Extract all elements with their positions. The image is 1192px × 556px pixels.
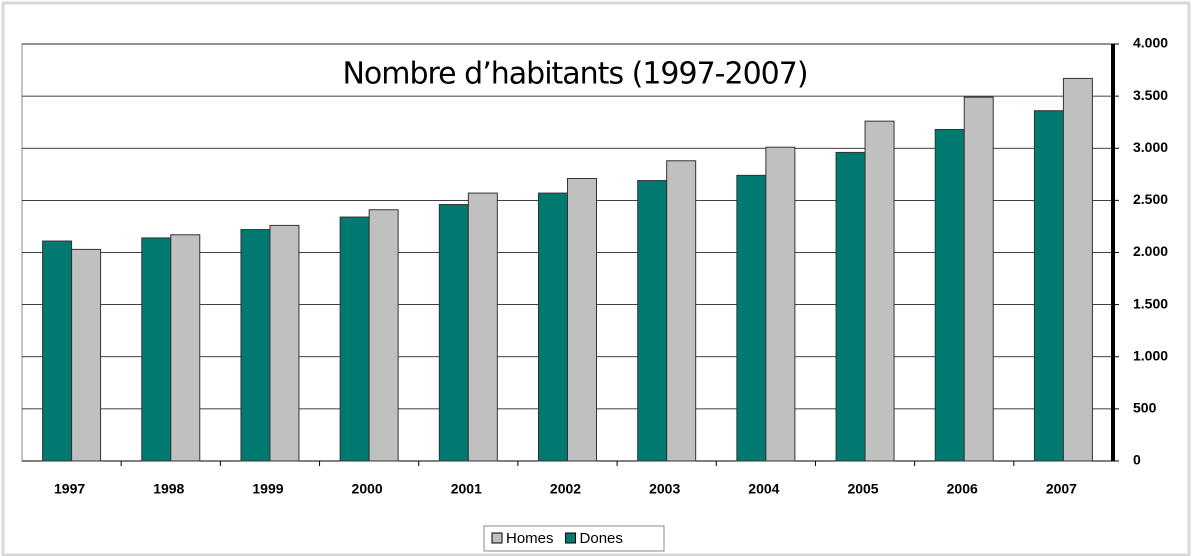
bar — [467, 192, 498, 462]
chart-title: Nombre d’habitants (1997-2007) — [342, 57, 807, 92]
bar — [1033, 110, 1064, 462]
y-tick-label: 500 — [1133, 400, 1157, 416]
x-tick-label: 2000 — [352, 481, 383, 497]
legend-label: Homes — [506, 530, 554, 547]
legend-swatch — [565, 532, 577, 544]
legend-swatch — [491, 532, 503, 544]
y-tick-label: 1.000 — [1133, 347, 1168, 363]
y-tick-label: 3.000 — [1133, 139, 1168, 155]
bar — [141, 237, 172, 462]
legend-label: Dones — [580, 530, 623, 547]
y-tick-label: 2.000 — [1133, 243, 1168, 259]
y-tick-label: 2.500 — [1133, 191, 1168, 207]
bar — [240, 229, 271, 462]
bar — [934, 128, 965, 462]
y-tick-label: 0 — [1133, 452, 1141, 468]
x-tick-label: 1999 — [252, 481, 283, 497]
bar — [963, 96, 994, 462]
bar — [170, 234, 201, 462]
x-tick-label: 2005 — [847, 481, 878, 497]
bar — [71, 248, 102, 462]
bar — [368, 209, 399, 462]
bar — [637, 180, 668, 462]
bar — [835, 151, 866, 462]
y-tick-label: 1.500 — [1133, 295, 1168, 311]
bar — [864, 120, 895, 462]
bar — [666, 160, 697, 462]
x-tick-label: 2003 — [649, 481, 680, 497]
bar — [736, 174, 767, 462]
bar — [538, 192, 568, 462]
bar — [339, 216, 370, 462]
x-tick-label: 2001 — [451, 481, 482, 497]
bar — [42, 240, 73, 462]
x-tick-label: 2004 — [748, 481, 779, 497]
y-tick-label: 4.000 — [1133, 35, 1168, 51]
y-tick-label: 3.500 — [1133, 87, 1168, 103]
bar — [438, 204, 469, 462]
bar — [269, 224, 300, 462]
x-tick-label: 2007 — [1046, 481, 1077, 497]
x-tick-label: 1998 — [153, 481, 184, 497]
x-tick-label: 2002 — [550, 481, 581, 497]
bar — [567, 177, 597, 462]
bar — [1062, 77, 1093, 462]
x-tick-label: 2006 — [947, 481, 978, 497]
x-tick-label: 1997 — [54, 481, 85, 497]
bar — [765, 146, 796, 462]
